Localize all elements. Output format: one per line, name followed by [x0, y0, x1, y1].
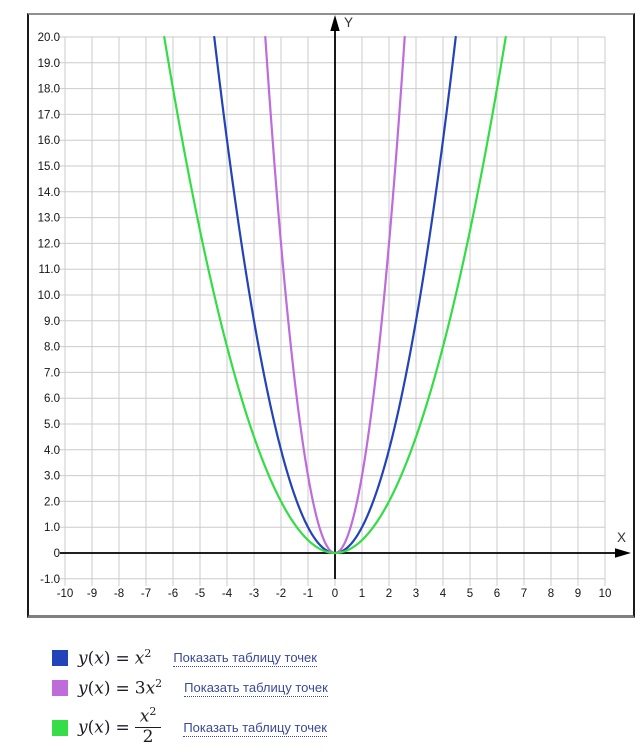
plot-frame: [27, 13, 635, 618]
y-tick-label: 8.0: [44, 342, 60, 354]
y-tick-label: 11.0: [38, 264, 60, 276]
x-tick-label: -5: [195, 588, 205, 600]
x-tick-label: 10: [599, 588, 612, 600]
legend-row: y(x) = x2 2 Показать таблицу точек: [52, 703, 327, 753]
legend-formula-x-squared-over-2: y(x) = x2 2: [78, 706, 162, 747]
y-axis-label: Y: [344, 15, 353, 30]
x-tick-label: -7: [141, 588, 151, 600]
legend-formula-3x-squared: y(x) = 3x2: [78, 677, 163, 699]
x-tick-label: -8: [114, 588, 124, 600]
y-tick-label: 1.0: [44, 522, 60, 534]
y-tick-label: 14.0: [38, 187, 60, 199]
x-tick-label: -10: [57, 588, 74, 600]
y-tick-label: 18.0: [38, 84, 60, 96]
x-tick-label: 5: [467, 588, 473, 600]
y-tick-label: 5.0: [44, 419, 60, 431]
y-tick-label: 6.0: [44, 393, 60, 405]
curve-3: [163, 35, 507, 555]
show-points-table-link[interactable]: Показать таблицу точек: [183, 719, 327, 737]
legend-row: y(x) = x2 Показать таблицу точек: [52, 645, 317, 671]
legend-formula-x-squared: y(x) = x2: [78, 647, 152, 669]
x-tick-label: 6: [494, 588, 500, 600]
x-tick-label: 1: [359, 588, 365, 600]
y-tick-label: 4.0: [44, 445, 60, 457]
y-axis-arrow: [330, 15, 340, 31]
show-points-table-link[interactable]: Показать таблицу точек: [173, 649, 317, 667]
x-tick-label: 9: [575, 588, 581, 600]
y-tick-label: 16.0: [38, 135, 60, 147]
y-tick-label: 12.0: [38, 238, 60, 250]
x-tick-label: -2: [276, 588, 286, 600]
x-tick-label: 3: [413, 588, 419, 600]
x-tick-label: 7: [521, 588, 527, 600]
y-tick-label: 3.0: [44, 471, 60, 483]
y-tick-label: 0: [54, 548, 60, 560]
show-points-table-link[interactable]: Показать таблицу точек: [184, 679, 328, 697]
y-tick-label: 20.0: [38, 32, 60, 44]
x-tick-label: -4: [222, 588, 233, 600]
x-tick-label: 0: [332, 588, 338, 600]
fraction: x2 2: [134, 706, 162, 747]
x-tick-label: -6: [168, 588, 178, 600]
y-tick-label: 19.0: [38, 58, 60, 70]
legend-swatch-purple: [52, 680, 68, 696]
y-tick-label: 15.0: [38, 161, 60, 173]
y-tick-label: 17.0: [38, 109, 60, 121]
x-axis-arrow: [615, 548, 631, 558]
x-tick-label: 8: [548, 588, 554, 600]
x-tick-label: -3: [249, 588, 259, 600]
y-tick-label: 9.0: [44, 316, 60, 328]
x-tick-label: 2: [386, 588, 392, 600]
x-tick-label: -1: [303, 588, 313, 600]
legend-swatch-blue: [52, 650, 68, 666]
legend-swatch-green: [52, 720, 68, 736]
y-tick-label: -1.0: [40, 574, 60, 586]
x-tick-label: -9: [87, 588, 97, 600]
y-tick-label: 7.0: [44, 367, 60, 379]
x-tick-label: 4: [440, 588, 447, 600]
y-tick-label: 2.0: [44, 496, 60, 508]
y-tick-label: 13.0: [38, 213, 60, 225]
legend-row: y(x) = 3x2 Показать таблицу точек: [52, 675, 328, 701]
y-tick-label: 10.0: [38, 290, 60, 302]
x-axis-label: X: [617, 530, 626, 545]
